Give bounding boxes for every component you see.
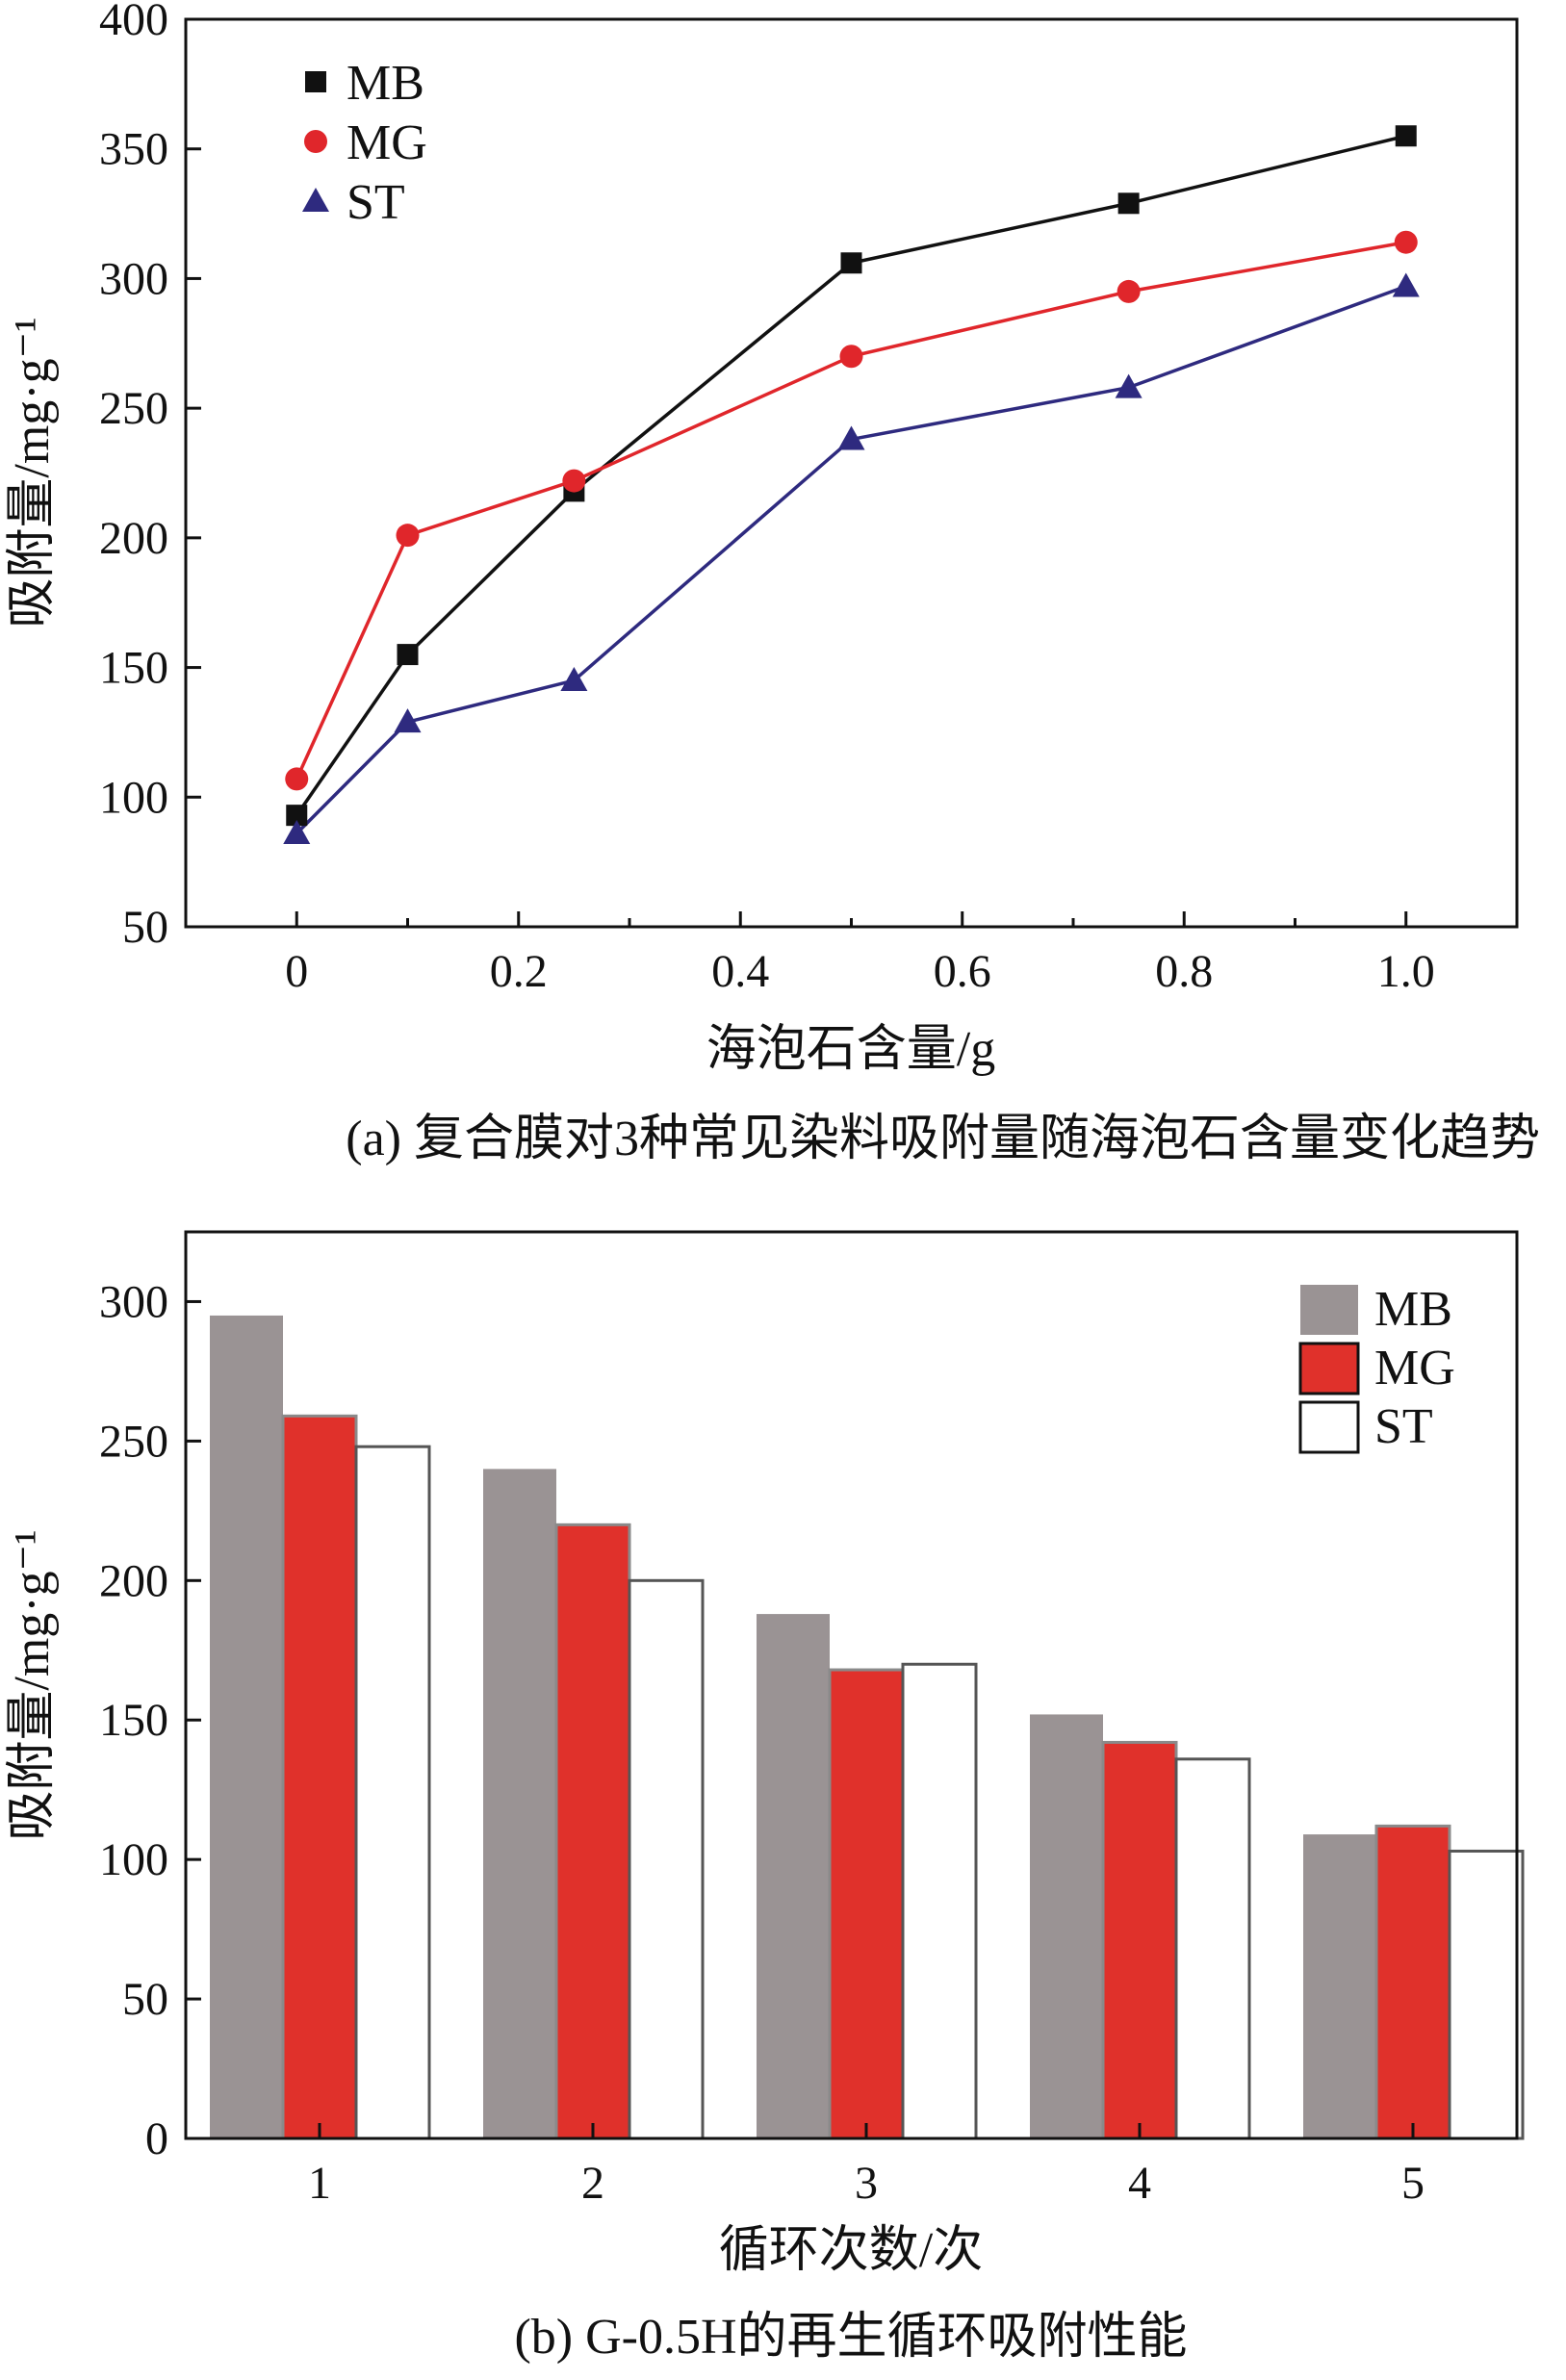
a-legend-marker-st <box>302 188 329 212</box>
b-plot-frame <box>184 1230 1519 2140</box>
b-legend-swatch-mb <box>1300 1285 1358 1335</box>
b-legend-swatch-mg <box>1298 1342 1360 1395</box>
b-bar-mg <box>828 1668 905 2140</box>
a-y-axis-title: 吸附量/mg·g⁻¹ <box>5 317 60 627</box>
b-bars-layer <box>210 1315 1525 2140</box>
b-bar-st <box>354 1445 431 2140</box>
b-bar-mb <box>210 1315 283 2138</box>
a-point-mg <box>839 345 863 369</box>
b-y-tick-label: 300 <box>99 1276 168 1327</box>
a-point-st <box>283 820 311 845</box>
a-x-tick-label: 0.8 <box>1155 946 1213 997</box>
a-ticks-layer: 0 0.2 0.4 0.6 0.8 1.0 50 100 150 200 250 300 350 400 <box>99 0 1435 997</box>
b-bar-mg <box>1374 1824 1451 2140</box>
b-x-axis-title: 循环次数/次 <box>719 2223 983 2278</box>
b-y-tick-label: 100 <box>99 1834 168 1885</box>
a-y-tick-label: 400 <box>99 0 168 45</box>
a-legend-marker-mb <box>305 71 326 92</box>
a-point-mg <box>285 767 309 791</box>
a-x-tick-label: 0.4 <box>711 946 769 997</box>
a-y-tick-label: 350 <box>99 124 168 175</box>
b-x-tick-label: 3 <box>855 2158 878 2209</box>
b-ticks-layer: 0 50 100 150 200 250 300 1 2 3 4 5 <box>99 1276 1425 2209</box>
b-bar-mb <box>483 1469 556 2138</box>
b-x-tick-label: 1 <box>308 2158 331 2209</box>
a-x-tick-label: 1.0 <box>1377 946 1435 997</box>
b-bar-mg <box>281 1414 358 2140</box>
a-series-line-st <box>295 284 1407 835</box>
a-point-mb <box>1117 192 1140 215</box>
a-y-tick-label: 150 <box>99 643 168 694</box>
b-y-tick-label: 50 <box>122 1974 168 2025</box>
a-point-mb <box>397 644 419 666</box>
b-caption: (b) G-0.5H的再生循环吸附性能 <box>514 2310 1187 2365</box>
a-legend-label-mg: MG <box>347 115 427 170</box>
b-y-tick-label: 150 <box>99 1695 168 1746</box>
a-point-st <box>560 667 588 692</box>
a-point-st <box>1115 373 1142 398</box>
b-bar-st <box>901 1662 978 2140</box>
b-legend-label-mb: MB <box>1374 1282 1452 1337</box>
a-y-tick-label: 200 <box>99 513 168 564</box>
a-point-mb <box>286 805 308 827</box>
a-point-st <box>394 708 422 733</box>
a-y-tick-label: 50 <box>122 902 168 953</box>
a-y-tick-label: 250 <box>99 383 168 434</box>
a-legend-label-st: ST <box>347 175 405 230</box>
b-bar-st <box>628 1578 705 2140</box>
b-y-tick-label: 200 <box>99 1555 168 1606</box>
a-point-mb <box>1395 125 1417 147</box>
a-legend-label-mb: MB <box>347 56 424 111</box>
a-point-st <box>1392 272 1420 297</box>
a-x-axis-title: 海泡石含量/g <box>706 1022 995 1077</box>
b-y-tick-label: 250 <box>99 1416 168 1467</box>
b-bar-mb <box>757 1614 830 2138</box>
b-bar-mb <box>1030 1714 1103 2138</box>
b-legend-label-st: ST <box>1374 1399 1433 1454</box>
b-bar-mg <box>1101 1740 1178 2140</box>
b-legend-swatch-st <box>1298 1400 1360 1454</box>
a-point-mg <box>1117 279 1141 303</box>
b-x-tick-label: 4 <box>1128 2158 1151 2209</box>
a-point-mg <box>562 469 586 493</box>
b-y-tick-label: 0 <box>145 2113 168 2164</box>
a-x-tick-label: 0.6 <box>934 946 991 997</box>
a-legend-marker-mg <box>304 130 327 153</box>
a-point-mg <box>396 524 420 548</box>
a-series-layer <box>283 125 1420 845</box>
a-point-st <box>837 425 865 450</box>
a-caption: (a) 复合膜对3种常见染料吸附量随海泡石含量变化趋势 <box>346 1112 1540 1166</box>
b-bar-st <box>1448 1849 1525 2140</box>
b-bar-mg <box>554 1523 631 2140</box>
a-series-line-mg <box>295 240 1407 781</box>
a-x-tick-label: 0.2 <box>490 946 548 997</box>
a-x-tick-label: 0 <box>285 946 308 997</box>
a-y-tick-label: 300 <box>99 253 168 304</box>
b-x-tick-label: 2 <box>581 2158 604 2209</box>
b-bar-mb <box>1303 1834 1376 2138</box>
a-y-tick-label: 100 <box>99 772 168 823</box>
b-legend-label-mg: MG <box>1374 1341 1455 1395</box>
a-series-line-mb <box>295 134 1407 817</box>
a-point-mg <box>1394 230 1418 254</box>
b-x-tick-label: 5 <box>1401 2158 1425 2209</box>
b-bar-st <box>1174 1757 1251 2140</box>
a-point-mb <box>840 252 862 274</box>
panel-a-line-chart: 0 0.2 0.4 0.6 0.8 1.050100150200250300350400 … <box>5 0 1540 1166</box>
b-y-axis-title: 吸附量/mg·g⁻¹ <box>5 1529 60 1840</box>
